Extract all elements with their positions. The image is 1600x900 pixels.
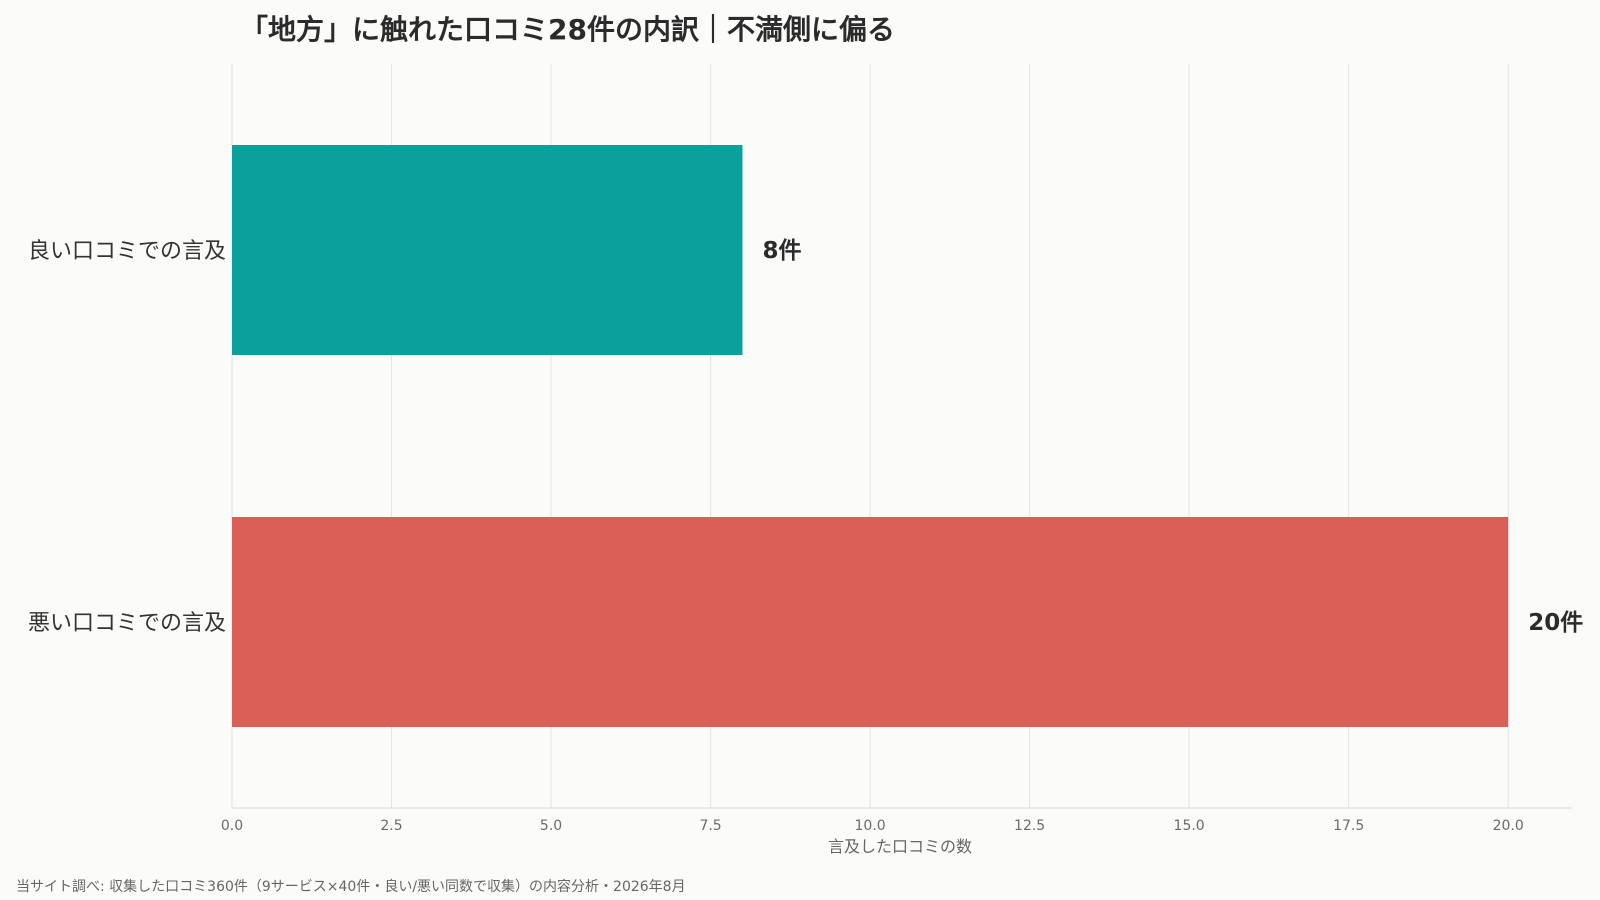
x-tick-label: 10.0 <box>855 818 886 834</box>
x-tick-label: 20.0 <box>1493 818 1524 834</box>
x-tick-label: 7.5 <box>699 818 721 834</box>
bar <box>232 517 1509 727</box>
x-tick-label: 0.0 <box>221 818 243 834</box>
x-axis-label: 言及した口コミの数 <box>828 837 972 856</box>
data-label: 20件 <box>1528 610 1583 636</box>
data-label: 8件 <box>762 238 801 264</box>
category-label: 良い口コミでの言及 <box>28 239 226 264</box>
x-tick-label: 12.5 <box>1014 818 1045 834</box>
x-tick-label: 5.0 <box>540 818 562 834</box>
x-tick-label: 2.5 <box>380 818 402 834</box>
x-tick-label: 17.5 <box>1333 818 1364 834</box>
chart-title: 「地方」に触れた口コミ28件の内訳｜不満側に偏る <box>240 13 895 46</box>
source-note: 当サイト調べ: 収集した口コミ360件（9サービス×40件・良い/悪い同数で収集… <box>16 879 686 895</box>
bar <box>232 145 743 355</box>
category-label: 悪い口コミでの言及 <box>28 611 226 636</box>
x-tick-label: 15.0 <box>1174 818 1205 834</box>
